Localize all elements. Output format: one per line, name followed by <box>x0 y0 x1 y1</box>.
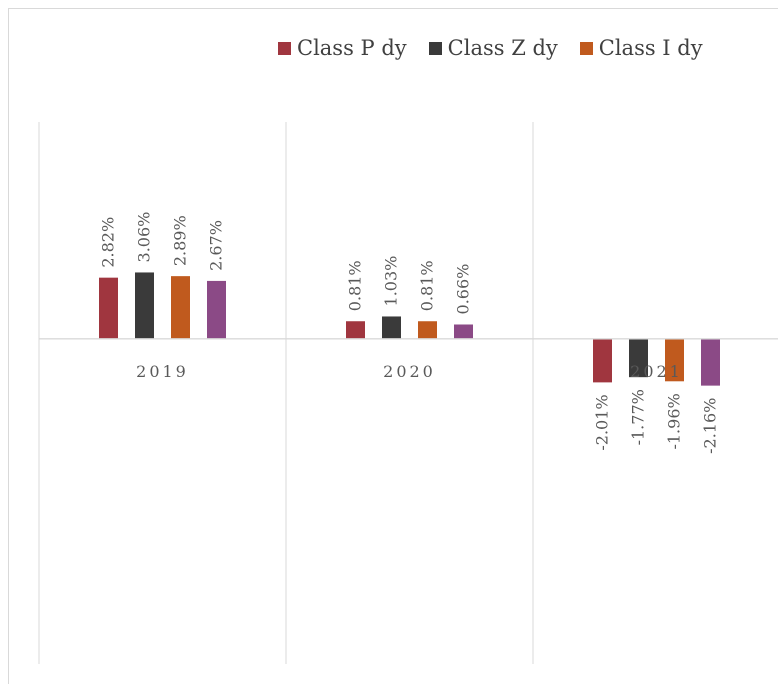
bar-2019-series-1 <box>99 277 118 339</box>
chart-frame <box>8 8 778 684</box>
legend-label-class-i: Class I dy <box>598 36 703 60</box>
bar-2019-series-4 <box>207 280 226 339</box>
bar-2020-series-1 <box>346 321 365 339</box>
bar-2019-series-2 <box>135 272 154 339</box>
legend-item-class-i: Class I dy <box>579 36 703 60</box>
category-label-2020: 2020 <box>383 362 436 381</box>
legend-item-class-p: Class P dy <box>278 36 407 60</box>
data-label-2020-series-1: 0.81% <box>346 260 365 311</box>
legend-label-class-p: Class P dy <box>297 36 407 60</box>
legend-label-class-z: Class Z dy <box>447 36 558 60</box>
data-label-2019-series-4: 2.67% <box>207 220 226 271</box>
bar-2021-series-4 <box>701 338 720 386</box>
category-label-2021: 2021 <box>630 362 683 381</box>
data-label-2020-series-3: 0.81% <box>418 260 437 311</box>
data-label-2019-series-2: 3.06% <box>135 212 154 263</box>
data-label-2020-series-4: 0.66% <box>454 264 473 315</box>
legend-swatch-class-p <box>278 41 291 55</box>
data-label-2021-series-1: -2.01% <box>593 394 612 450</box>
bar-2021-series-1 <box>593 338 612 383</box>
bar-2020-series-3 <box>418 321 437 339</box>
data-label-2019-series-3: 2.89% <box>171 215 190 266</box>
data-label-2020-series-2: 1.03% <box>382 256 401 307</box>
data-label-2021-series-3: -1.96% <box>665 393 684 449</box>
data-label-2019-series-1: 2.82% <box>99 217 118 268</box>
bar-2019-series-3 <box>171 276 190 339</box>
data-label-2021-series-4: -2.16% <box>701 398 720 454</box>
legend-item-class-z: Class Z dy <box>428 36 558 60</box>
bar-2020-series-2 <box>382 316 401 339</box>
legend-swatch-class-z <box>428 41 442 55</box>
bar-2021-series-2 <box>629 338 648 378</box>
legend: Class P dy Class Z dy Class I dy <box>278 36 703 60</box>
category-label-2019: 2019 <box>136 362 189 381</box>
legend-swatch-class-i <box>579 41 593 55</box>
bar-2021-series-3 <box>665 338 684 382</box>
data-label-2021-series-2: -1.77% <box>629 389 648 445</box>
bar-2020-series-4 <box>454 324 473 339</box>
